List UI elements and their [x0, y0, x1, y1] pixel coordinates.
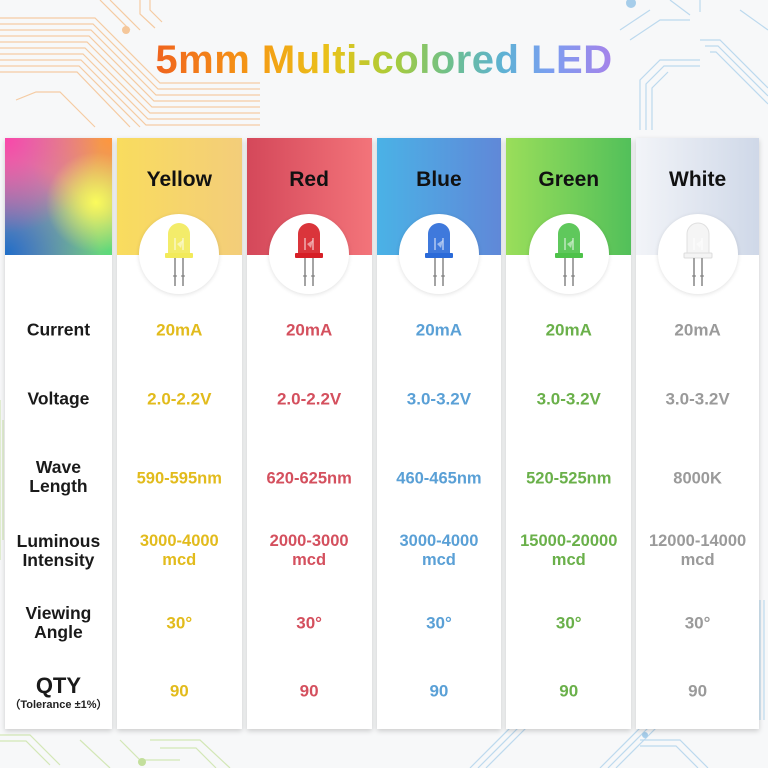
led-bulb-image: [528, 214, 609, 294]
led-column-green: Green 20mA 3.0-3.2V 520-525nm 15000-2000…: [506, 138, 632, 729]
led-bulb-icon: [295, 223, 324, 286]
color-header: Yellow: [116, 138, 242, 294]
luminous-intensity-value: 12000-14000 mcd: [648, 532, 747, 569]
label-luminous-intensity: Luminous Intensity: [16, 531, 101, 570]
label-voltage: Voltage: [27, 388, 90, 409]
led-bulb-icon: [165, 223, 194, 286]
viewing-angle-value: 30°: [555, 613, 582, 633]
tolerance-note: （Tolerance ±1%）: [9, 699, 108, 711]
current-value: 20mA: [156, 320, 203, 340]
color-header: Red: [246, 138, 372, 294]
voltage-value: 2.0-2.2V: [147, 389, 212, 409]
label-current: Current: [26, 319, 91, 340]
color-name: Red: [289, 168, 329, 191]
rainbow-swatch: [5, 138, 112, 255]
led-column-yellow: Yellow 20mA 2.0-2.2V 590-595nm 3000-4000…: [116, 138, 242, 729]
qty-value: 90: [169, 681, 189, 701]
luminous-intensity-value: 3000-4000 mcd: [399, 532, 479, 569]
wavelength-value: 8000K: [673, 469, 722, 488]
row-label-column: Current Voltage Wave Length Luminous Int…: [5, 138, 112, 729]
current-value: 20mA: [545, 320, 592, 340]
led-bulb-image: [139, 214, 220, 294]
voltage-value: 2.0-2.2V: [276, 389, 342, 409]
color-header: White: [636, 138, 759, 294]
color-name: Green: [538, 168, 600, 191]
led-bulb-icon: [424, 223, 453, 286]
viewing-angle-value: 30°: [166, 613, 193, 633]
led-bulb-image: [657, 214, 738, 294]
led-bulb-icon: [683, 222, 713, 286]
wavelength-value: 460-465nm: [396, 469, 482, 488]
page-title: 5mm Multi-colored LED: [155, 38, 613, 82]
luminous-intensity-value: 3000-4000 mcd: [139, 532, 219, 569]
viewing-angle-value: 30°: [684, 613, 711, 633]
led-bulb-image: [269, 214, 350, 294]
qty-value: 90: [299, 681, 319, 701]
label-wavelength: Wave Length: [29, 457, 88, 496]
luminous-intensity-value: 15000-20000 mcd: [520, 532, 618, 569]
current-value: 20mA: [285, 320, 333, 340]
led-column-red: Red 20mA 2.0-2.2V 620-625nm 2000-3000 mc…: [246, 138, 372, 729]
viewing-angle-value: 30°: [426, 613, 452, 633]
led-column-white: White 20mA 3.0-3.2V 8000K 12000-14000 mc…: [636, 138, 759, 729]
led-bulb-icon: [554, 223, 583, 286]
luminous-intensity-value: 2000-3000 mcd: [269, 532, 349, 569]
color-name: Blue: [416, 168, 462, 191]
qty-value: 90: [688, 681, 708, 701]
led-bulb-image: [398, 214, 479, 294]
label-qty: QTY （Tolerance ±1%）: [5, 674, 112, 712]
qty-value: 90: [559, 681, 579, 701]
qty-value: 90: [429, 681, 449, 701]
voltage-value: 3.0-3.2V: [536, 389, 601, 409]
color-name: White: [669, 168, 727, 191]
color-header: Green: [506, 138, 632, 294]
current-value: 20mA: [415, 320, 463, 340]
voltage-value: 3.0-3.2V: [665, 389, 730, 409]
led-column-blue: Blue 20mA 3.0-3.2V 460-465nm 3000-4000 m…: [376, 138, 502, 729]
label-viewing-angle: Viewing Angle: [25, 603, 92, 642]
wavelength-value: 590-595nm: [136, 469, 222, 488]
color-name: Yellow: [146, 168, 212, 191]
color-header: Blue: [376, 138, 502, 294]
wavelength-value: 520-525nm: [526, 469, 612, 488]
current-value: 20mA: [674, 320, 721, 340]
wavelength-value: 620-625nm: [266, 469, 352, 488]
voltage-value: 3.0-3.2V: [406, 389, 472, 409]
viewing-angle-value: 30°: [296, 613, 322, 633]
led-spec-table: Current Voltage Wave Length Luminous Int…: [5, 138, 759, 729]
